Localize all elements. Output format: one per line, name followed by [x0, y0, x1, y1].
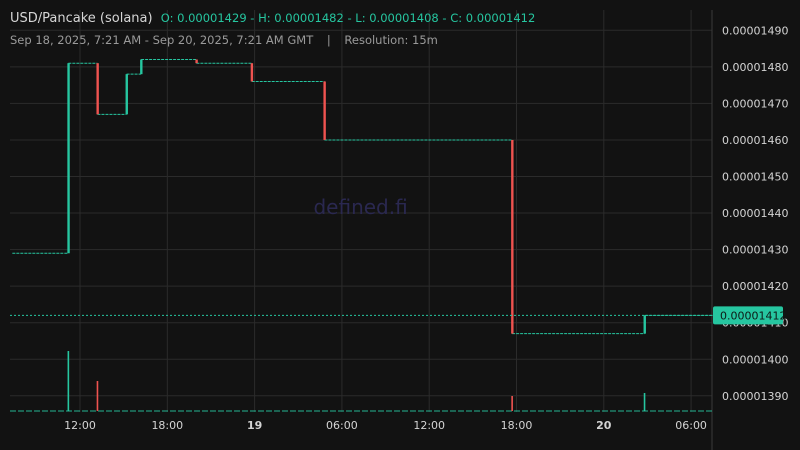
y-tick-label: 0.00001450 [722, 171, 788, 184]
y-axis-labels: 0.00001490 0.00001480 0.00001470 0.00001460… [722, 24, 788, 403]
down-candle [96, 63, 99, 115]
pair-title: USD/Pancake (solana) [10, 11, 153, 26]
volume-bar [67, 351, 70, 411]
grid-lines [10, 10, 712, 412]
x-tick-label: 06:00 [675, 419, 707, 432]
high-label: H: [258, 11, 271, 25]
down-candle [323, 81, 326, 140]
down-candle [195, 59, 198, 64]
close-label: C: [450, 11, 463, 25]
close-value: 0.00001412 [465, 11, 536, 25]
y-tick-label: 0.00001390 [722, 390, 788, 403]
volume-bar [96, 381, 99, 411]
x-tick-label: 12:00 [64, 419, 96, 432]
chart-legend-line: USD/Pancake (solana) O: 0.00001429 - H: … [10, 11, 536, 26]
y-tick-label: 0.00001400 [722, 353, 788, 366]
x-tick-label: 20 [596, 419, 612, 432]
volume-bar [643, 393, 646, 411]
watermark-text: defined.fi [313, 195, 407, 219]
x-tick-label: 19 [247, 419, 262, 432]
x-tick-label: 06:00 [326, 419, 358, 432]
header-divider: | [326, 33, 331, 47]
last-price-badge [713, 306, 783, 325]
up-candle [140, 59, 143, 75]
open-label: O: [160, 11, 174, 25]
y-tick-label: 0.00001490 [722, 24, 788, 37]
last-price-label: 0.00001412 [720, 309, 786, 322]
down-candle [511, 139, 514, 334]
up-candle [67, 63, 70, 254]
volume-bar [511, 396, 513, 411]
resolution-label: Resolution: 15m [344, 33, 438, 47]
high-value: 0.00001482 [274, 11, 344, 25]
x-tick-label: 18:00 [501, 419, 533, 432]
y-tick-label: 0.00001470 [722, 97, 788, 110]
y-tick-label: 0.00001440 [722, 207, 788, 220]
y-tick-label: 0.00001480 [722, 61, 788, 74]
down-candle [250, 63, 254, 82]
x-tick-label: 18:00 [151, 419, 183, 432]
low-label: L: [355, 11, 366, 25]
chart-subtitle: Sep 18, 2025, 7:21 AM - Sep 20, 2025, 7:… [10, 33, 438, 47]
y-tick-label: 0.00001420 [722, 280, 788, 293]
open-value: 0.00001429 [177, 11, 247, 25]
x-tick-label: 12:00 [413, 419, 445, 432]
date-range: Sep 18, 2025, 7:21 AM - Sep 20, 2025, 7:… [10, 33, 314, 47]
volume-bars [10, 351, 712, 412]
x-axis-labels: 12:00 18:00 19 06:00 12:00 18:00 20 06:00 [64, 419, 707, 432]
y-tick-label: 0.00001430 [722, 244, 788, 257]
low-value: 0.00001408 [369, 11, 439, 25]
up-candle [125, 74, 128, 115]
y-tick-label: 0.00001460 [722, 134, 788, 147]
up-candle [643, 315, 646, 334]
